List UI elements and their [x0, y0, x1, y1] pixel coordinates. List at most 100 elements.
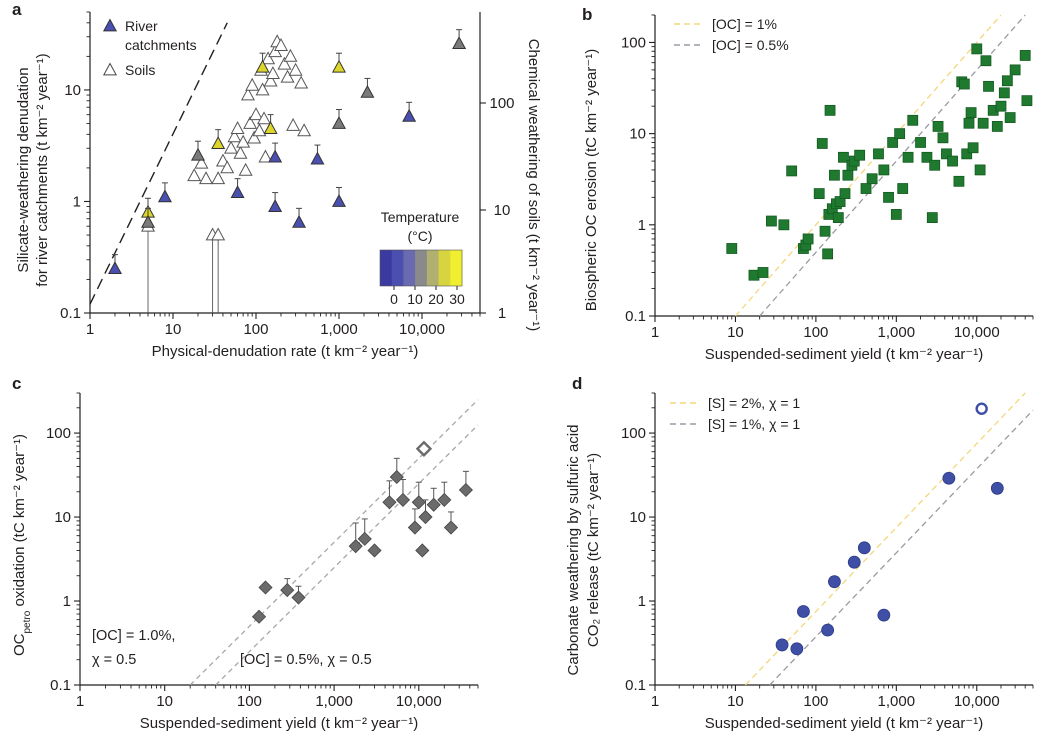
c-data-point — [258, 580, 273, 595]
c-y-axis-label-main: OC — [11, 633, 28, 656]
a-soil-point — [211, 227, 226, 241]
a-soil-point — [236, 134, 251, 148]
a-soil-point — [286, 117, 301, 131]
c-data-point — [458, 482, 473, 498]
a-soil-point — [265, 66, 280, 80]
c-data-point — [291, 590, 306, 605]
a-colorbar-segment — [450, 250, 463, 286]
a-river-point — [292, 214, 307, 228]
b-data-point — [947, 155, 958, 167]
a-soil-point — [277, 56, 292, 70]
b-y-tick-label: 10 — [629, 126, 646, 143]
b-data-point — [766, 215, 777, 227]
a-soil-point — [297, 123, 312, 137]
a-legend-soils-marker — [102, 62, 118, 76]
c-reference-line — [215, 424, 479, 686]
b-data-point — [757, 267, 769, 278]
b-data-point — [819, 225, 831, 237]
b-data-point — [991, 121, 1003, 132]
b-y-tick-label: 100 — [621, 34, 646, 51]
d-legend-label: [S] = 2%, χ = 1 — [708, 395, 800, 411]
b-data-point — [907, 114, 919, 126]
a-y2-tick-label: 100 — [489, 95, 514, 112]
b-data-point — [941, 148, 952, 160]
b-data-point — [1004, 112, 1016, 123]
a-soil-point — [243, 115, 258, 129]
c-data-point — [443, 520, 459, 535]
a-soil-point — [283, 48, 298, 62]
a-soil-point — [257, 111, 272, 125]
b-data-point — [838, 151, 849, 163]
c-data-point — [437, 492, 452, 507]
b-data-point — [824, 104, 836, 116]
a-soil-point — [211, 171, 226, 185]
b-y-tick-label: 1 — [638, 217, 646, 234]
b-data-point — [778, 219, 790, 231]
panel-letter-a: a — [12, 0, 22, 19]
a-colorbar-title: Temperature — [381, 209, 460, 225]
a-river-point — [360, 84, 375, 98]
a-river-point — [402, 108, 417, 122]
b-data-point — [967, 142, 979, 154]
c-y-axis-label: OCpetro oxidation (tC km⁻² year⁻¹) — [11, 434, 33, 656]
panel-c-chart: 1 10 100 1,000 10,000 0.1 1 10 100 [OC] = 1.0%, χ … — [11, 392, 479, 732]
a-colorbar-segment — [426, 250, 440, 286]
b-data-point — [842, 169, 854, 181]
b-reference-line — [734, 14, 1002, 317]
d-data-point — [828, 575, 841, 589]
a-soil-point — [223, 140, 239, 154]
c-data-point — [407, 520, 422, 535]
b-data-point — [983, 80, 994, 92]
a-soil-point — [288, 62, 303, 76]
b-data-point — [854, 149, 866, 161]
d-x-tick-label: 100 — [803, 693, 828, 710]
a-river-point — [211, 136, 226, 150]
a-colorbar-tick-label: 10 — [407, 291, 423, 307]
panel-letter-b: b — [582, 5, 592, 24]
b-data-point — [726, 243, 738, 254]
d-data-point — [821, 623, 835, 637]
a-soil-point — [230, 121, 245, 135]
c-data-point — [418, 509, 433, 525]
c-data-point — [367, 543, 382, 558]
d-data-point — [797, 605, 810, 618]
c-reference-line — [189, 399, 479, 686]
d-y-tick-label: 1 — [638, 593, 646, 610]
a-river-point — [310, 151, 325, 165]
c-data-point — [389, 469, 404, 485]
a-soil-point — [247, 130, 262, 144]
a-colorbar-frame — [379, 249, 463, 287]
a-river-point — [331, 59, 347, 73]
a-river-point — [107, 261, 122, 274]
b-data-point — [897, 183, 909, 194]
b-data-point — [902, 151, 914, 163]
a-x-tick-label: 10,000 — [399, 321, 445, 338]
a-river-point — [157, 189, 172, 203]
a-soil-point — [273, 38, 288, 51]
b-data-point — [887, 137, 899, 148]
d-data-point — [877, 608, 891, 622]
a-soil-point — [255, 82, 270, 96]
a-x-axis-label: Physical-denudation rate (t km⁻² year⁻¹) — [152, 343, 419, 360]
a-river-point — [140, 214, 156, 228]
b-data-point — [980, 55, 992, 67]
d-y-tick-label: 100 — [621, 425, 646, 442]
d-legend-box — [662, 390, 827, 446]
panel-letter-d: d — [572, 374, 582, 393]
b-data-point — [873, 148, 884, 160]
a-legend-soils: Soils — [125, 62, 155, 78]
c-data-point — [348, 539, 363, 554]
a-soil-point — [248, 107, 264, 121]
c-data-point — [280, 583, 295, 598]
c-data-point — [415, 543, 430, 558]
d-data-point — [775, 638, 789, 652]
panel-d-chart: 1 10 100 1,000 10,000 0.1 1 10 100 [S] = 2%, χ = … — [565, 390, 1034, 732]
a-x-tick-label: 1,000 — [320, 321, 358, 338]
a-soil-point — [268, 44, 283, 58]
b-data-point — [1009, 64, 1021, 76]
b-data-point — [921, 151, 933, 163]
b-data-point — [832, 212, 844, 223]
a-soil-point — [261, 51, 276, 65]
panel-a-chart: 1 10 100 1,000 10,0000.1110110100Physical-de… — [15, 11, 542, 360]
b-data-point — [878, 164, 890, 176]
